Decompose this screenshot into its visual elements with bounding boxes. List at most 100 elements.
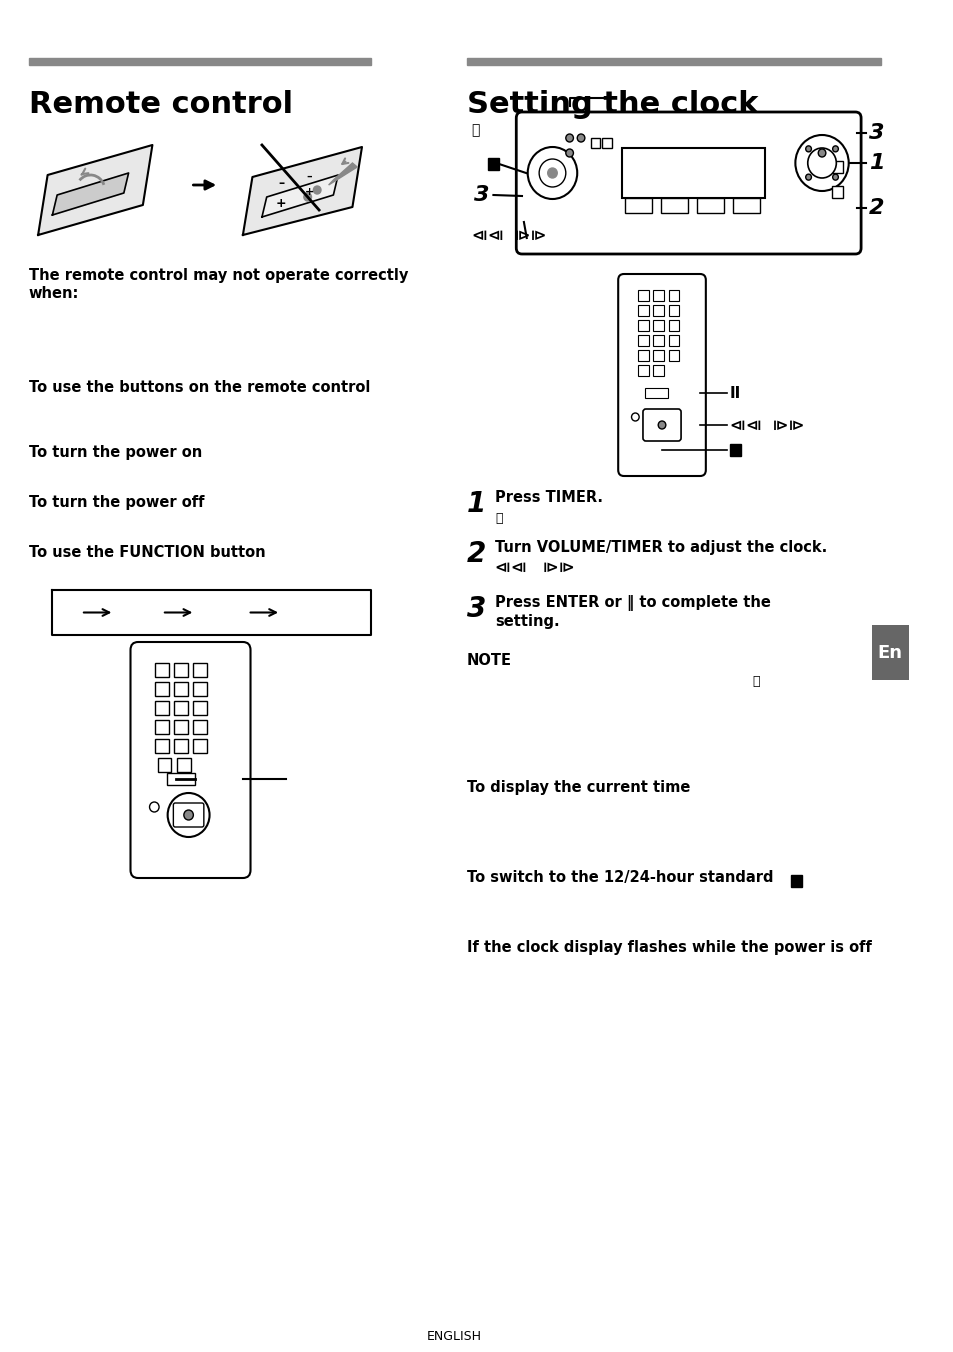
Text: 1: 1 bbox=[466, 489, 485, 518]
Text: 2: 2 bbox=[466, 539, 485, 568]
Bar bbox=[174, 721, 188, 734]
Bar bbox=[177, 758, 191, 772]
Circle shape bbox=[304, 193, 312, 201]
Bar bbox=[831, 161, 842, 173]
Text: ⧏⧏  ⧐⧐: ⧏⧏ ⧐⧐ bbox=[471, 228, 545, 243]
Bar bbox=[638, 306, 648, 316]
Circle shape bbox=[807, 147, 836, 178]
Text: ⏻: ⏻ bbox=[752, 675, 760, 688]
Bar bbox=[668, 335, 679, 346]
Text: –: – bbox=[307, 172, 312, 183]
Circle shape bbox=[658, 420, 665, 429]
Bar bbox=[174, 700, 188, 715]
Bar bbox=[155, 681, 169, 696]
Polygon shape bbox=[243, 147, 361, 235]
Bar bbox=[638, 350, 648, 361]
Bar bbox=[167, 773, 195, 786]
Bar bbox=[668, 289, 679, 301]
Circle shape bbox=[565, 149, 573, 157]
FancyBboxPatch shape bbox=[618, 274, 705, 476]
Bar bbox=[174, 662, 188, 677]
Text: ⧏⧏  ⧐⧐: ⧏⧏ ⧐⧐ bbox=[729, 418, 803, 433]
Bar bbox=[660, 197, 687, 214]
Circle shape bbox=[795, 135, 848, 191]
Bar bbox=[155, 700, 169, 715]
Bar bbox=[466, 58, 881, 65]
Text: Turn VOLUME/TIMER to adjust the clock.: Turn VOLUME/TIMER to adjust the clock. bbox=[495, 539, 826, 556]
Bar bbox=[668, 350, 679, 361]
Circle shape bbox=[168, 794, 210, 837]
Text: ⧏⧏   ⧐⧐: ⧏⧏ ⧐⧐ bbox=[495, 560, 575, 575]
Text: –: – bbox=[277, 177, 284, 191]
Bar bbox=[638, 365, 648, 376]
Bar bbox=[29, 58, 371, 65]
Bar bbox=[653, 306, 663, 316]
Text: when:: when: bbox=[29, 287, 79, 301]
Text: If the clock display flashes while the power is off: If the clock display flashes while the p… bbox=[466, 940, 871, 955]
Bar bbox=[590, 138, 599, 147]
Text: setting.: setting. bbox=[495, 614, 559, 629]
Bar bbox=[193, 662, 207, 677]
Text: The remote control may not operate correctly: The remote control may not operate corre… bbox=[29, 268, 408, 283]
Bar bbox=[158, 758, 172, 772]
Circle shape bbox=[527, 147, 577, 199]
Bar bbox=[831, 187, 842, 197]
Bar bbox=[653, 350, 663, 361]
FancyBboxPatch shape bbox=[173, 803, 204, 827]
Circle shape bbox=[565, 134, 573, 142]
Bar bbox=[668, 306, 679, 316]
Bar bbox=[653, 289, 663, 301]
Bar bbox=[653, 335, 663, 346]
Circle shape bbox=[832, 146, 838, 151]
Text: 2: 2 bbox=[868, 197, 883, 218]
Text: To turn the power on: To turn the power on bbox=[29, 445, 202, 460]
Bar bbox=[193, 700, 207, 715]
Circle shape bbox=[184, 810, 193, 821]
Bar bbox=[487, 158, 498, 170]
Circle shape bbox=[805, 146, 811, 151]
FancyBboxPatch shape bbox=[642, 410, 680, 441]
Bar bbox=[729, 443, 740, 456]
Bar bbox=[193, 681, 207, 696]
Text: To use the buttons on the remote control: To use the buttons on the remote control bbox=[29, 380, 370, 395]
Text: ⏻: ⏻ bbox=[471, 123, 479, 137]
Polygon shape bbox=[262, 174, 337, 218]
Bar bbox=[193, 721, 207, 734]
Circle shape bbox=[150, 802, 159, 813]
Text: +: + bbox=[275, 197, 286, 210]
Text: To turn the power off: To turn the power off bbox=[29, 495, 204, 510]
Bar bbox=[697, 197, 723, 214]
Bar bbox=[638, 289, 648, 301]
Circle shape bbox=[805, 174, 811, 180]
Circle shape bbox=[538, 160, 565, 187]
Bar bbox=[653, 320, 663, 331]
Text: +: + bbox=[305, 187, 314, 197]
Text: 3: 3 bbox=[474, 185, 489, 206]
Bar bbox=[174, 740, 188, 753]
Polygon shape bbox=[328, 164, 356, 185]
Text: 3: 3 bbox=[466, 595, 485, 623]
Bar bbox=[601, 138, 611, 147]
Polygon shape bbox=[38, 145, 152, 235]
Text: NOTE: NOTE bbox=[466, 653, 511, 668]
Bar bbox=[193, 740, 207, 753]
Text: 3: 3 bbox=[868, 123, 883, 143]
Text: ENGLISH: ENGLISH bbox=[426, 1330, 481, 1343]
Bar bbox=[871, 625, 908, 680]
Bar bbox=[624, 197, 651, 214]
Bar bbox=[155, 740, 169, 753]
Bar bbox=[621, 147, 764, 197]
Circle shape bbox=[818, 149, 825, 157]
FancyBboxPatch shape bbox=[131, 642, 251, 877]
Text: Press ENTER or ‖ to complete the: Press ENTER or ‖ to complete the bbox=[495, 595, 770, 611]
Bar bbox=[790, 875, 801, 887]
Text: II: II bbox=[729, 385, 740, 400]
Text: To switch to the 12/24-hour standard: To switch to the 12/24-hour standard bbox=[466, 869, 773, 886]
Text: To display the current time: To display the current time bbox=[466, 780, 689, 795]
Bar bbox=[644, 388, 667, 397]
Circle shape bbox=[832, 174, 838, 180]
Text: 1: 1 bbox=[868, 153, 883, 173]
Polygon shape bbox=[52, 173, 129, 215]
Bar bbox=[638, 320, 648, 331]
FancyBboxPatch shape bbox=[516, 112, 861, 254]
